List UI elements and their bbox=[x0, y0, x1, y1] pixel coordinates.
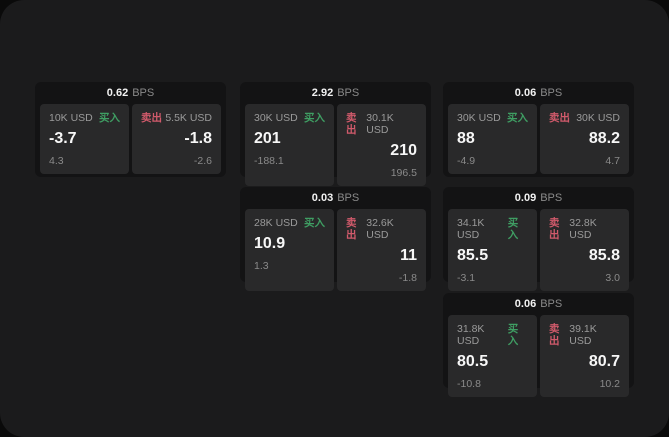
bps-unit-label: BPS bbox=[540, 192, 563, 204]
bps-unit-label: BPS bbox=[337, 87, 360, 99]
bps-unit-label: BPS bbox=[337, 192, 360, 204]
sell-amount: 30.1K USD bbox=[366, 112, 394, 136]
sell-label: 卖出 bbox=[346, 217, 357, 241]
bps-spread-value: 0.06 bbox=[514, 298, 537, 310]
bps-spread-value: 0.09 bbox=[514, 192, 537, 204]
card-header: 0.03 BPS bbox=[240, 187, 431, 209]
buy-label: 买入 bbox=[304, 217, 325, 229]
card-header: 0.06 BPS bbox=[443, 293, 634, 315]
buy-price: 85.5 bbox=[457, 247, 489, 264]
card-header: 0.62 BPS bbox=[35, 82, 226, 104]
card-header: 2.92 BPS bbox=[240, 82, 431, 104]
sell-quote-tile[interactable]: 卖出 30K USD 88.2 4.7 bbox=[540, 104, 629, 174]
sell-sub-value: -2.6 bbox=[193, 155, 212, 167]
sell-quote-tile[interactable]: 卖出 5.5K USD -1.8 -2.6 bbox=[132, 104, 221, 174]
buy-quote-tile[interactable]: 31.8K USD 买入 80.5 -10.8 bbox=[448, 315, 537, 397]
bps-spread-value: 0.06 bbox=[514, 87, 537, 99]
sell-label: 卖出 bbox=[549, 323, 560, 347]
sell-quote-tile[interactable]: 卖出 30.1K USD 210 196.5 bbox=[337, 104, 426, 186]
sell-quote-tile[interactable]: 卖出 32.8K USD 85.8 3.0 bbox=[540, 209, 629, 291]
sell-label: 卖出 bbox=[549, 217, 560, 241]
sell-price: 11 bbox=[400, 247, 417, 264]
sell-sub-value: 3.0 bbox=[605, 272, 620, 284]
bps-spread-value: 0.62 bbox=[106, 87, 129, 99]
buy-price: 88 bbox=[457, 130, 475, 147]
sell-sub-value: 4.7 bbox=[605, 155, 620, 167]
buy-label: 买入 bbox=[507, 112, 528, 124]
buy-amount: 30K USD bbox=[254, 112, 298, 124]
buy-label: 买入 bbox=[507, 217, 519, 241]
buy-quote-tile[interactable]: 30K USD 买入 201 -188.1 bbox=[245, 104, 334, 186]
quote-card: 0.06 BPS 31.8K USD 买入 80.5 -10.8 卖出 39.1… bbox=[443, 293, 634, 397]
buy-label: 买入 bbox=[99, 112, 120, 124]
buy-sub-value: -4.9 bbox=[457, 155, 476, 167]
sell-label: 卖出 bbox=[141, 112, 162, 124]
quote-card: 0.03 BPS 28K USD 买入 10.9 1.3 卖出 32.6K US… bbox=[240, 187, 431, 291]
sell-sub-value: 10.2 bbox=[599, 378, 620, 390]
buy-quote-tile[interactable]: 10K USD 买入 -3.7 4.3 bbox=[40, 104, 129, 174]
quote-card: 2.92 BPS 30K USD 买入 201 -188.1 卖出 30.1K … bbox=[240, 82, 431, 186]
buy-price: -3.7 bbox=[49, 130, 77, 147]
card-header: 0.09 BPS bbox=[443, 187, 634, 209]
quote-card: 0.09 BPS 34.1K USD 买入 85.5 -3.1 卖出 32.8K… bbox=[443, 187, 634, 291]
bps-unit-label: BPS bbox=[540, 87, 563, 99]
sell-sub-value: -1.8 bbox=[398, 272, 417, 284]
sell-price: 85.8 bbox=[588, 247, 620, 264]
sell-price: 80.7 bbox=[588, 353, 620, 370]
buy-sub-value: -188.1 bbox=[254, 155, 284, 167]
buy-quote-tile[interactable]: 28K USD 买入 10.9 1.3 bbox=[245, 209, 334, 291]
buy-sub-value: -10.8 bbox=[457, 378, 481, 390]
buy-amount: 31.8K USD bbox=[457, 323, 485, 347]
card-header: 0.06 BPS bbox=[443, 82, 634, 104]
bps-unit-label: BPS bbox=[540, 298, 563, 310]
sell-amount: 39.1K USD bbox=[569, 323, 597, 347]
buy-price: 80.5 bbox=[457, 353, 489, 370]
sell-quote-tile[interactable]: 卖出 39.1K USD 80.7 10.2 bbox=[540, 315, 629, 397]
buy-quote-tile[interactable]: 34.1K USD 买入 85.5 -3.1 bbox=[448, 209, 537, 291]
quote-card: 0.62 BPS 10K USD 买入 -3.7 4.3 卖出 5.5K USD… bbox=[35, 82, 226, 177]
sell-label: 卖出 bbox=[549, 112, 570, 124]
bps-spread-value: 0.03 bbox=[311, 192, 334, 204]
buy-amount: 28K USD bbox=[254, 217, 298, 229]
sell-amount: 32.6K USD bbox=[366, 217, 394, 241]
sell-price: -1.8 bbox=[184, 130, 212, 147]
buy-sub-value: 4.3 bbox=[49, 155, 64, 167]
sell-price: 210 bbox=[390, 142, 417, 159]
buy-label: 买入 bbox=[304, 112, 325, 124]
bps-unit-label: BPS bbox=[132, 87, 155, 99]
buy-quote-tile[interactable]: 30K USD 买入 88 -4.9 bbox=[448, 104, 537, 174]
buy-sub-value: 1.3 bbox=[254, 260, 269, 272]
buy-sub-value: -3.1 bbox=[457, 272, 476, 284]
buy-amount: 34.1K USD bbox=[457, 217, 485, 241]
sell-label: 卖出 bbox=[346, 112, 357, 136]
sell-price: 88.2 bbox=[588, 130, 620, 147]
sell-quote-tile[interactable]: 卖出 32.6K USD 11 -1.8 bbox=[337, 209, 426, 291]
buy-price: 10.9 bbox=[254, 235, 286, 252]
quote-card: 0.06 BPS 30K USD 买入 88 -4.9 卖出 30K USD 8… bbox=[443, 82, 634, 177]
buy-amount: 10K USD bbox=[49, 112, 93, 124]
sell-amount: 32.8K USD bbox=[569, 217, 597, 241]
sell-amount: 5.5K USD bbox=[165, 112, 212, 124]
buy-amount: 30K USD bbox=[457, 112, 501, 124]
sell-sub-value: 196.5 bbox=[390, 167, 417, 179]
buy-label: 买入 bbox=[507, 323, 519, 347]
bps-spread-value: 2.92 bbox=[311, 87, 334, 99]
buy-price: 201 bbox=[254, 130, 281, 147]
sell-amount: 30K USD bbox=[576, 112, 620, 124]
